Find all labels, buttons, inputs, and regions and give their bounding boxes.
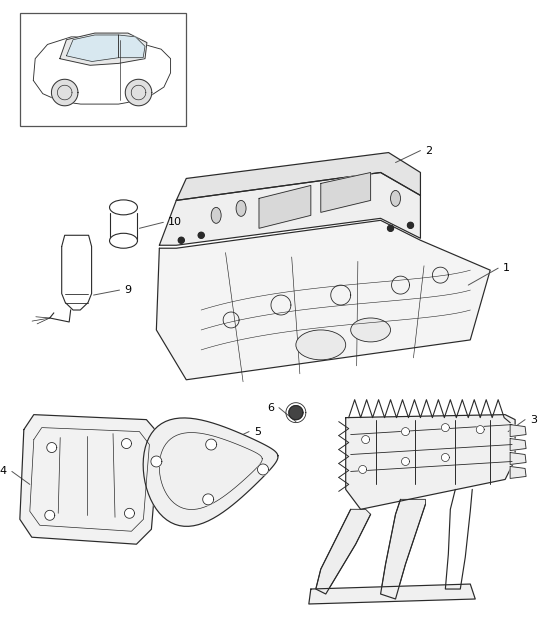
Polygon shape [359,465,367,474]
Text: 9: 9 [124,285,131,295]
Ellipse shape [296,330,346,360]
Polygon shape [125,79,152,106]
Polygon shape [408,222,414,229]
Bar [20,13,186,126]
Polygon shape [510,438,526,450]
Polygon shape [198,232,204,238]
Polygon shape [33,37,171,104]
Text: 1: 1 [503,263,510,273]
Polygon shape [176,153,420,200]
Polygon shape [402,428,409,436]
Ellipse shape [391,190,401,207]
Polygon shape [289,406,303,420]
Polygon shape [510,453,526,465]
Polygon shape [178,237,184,243]
Text: 5: 5 [254,426,261,436]
Polygon shape [118,35,145,58]
Polygon shape [321,173,371,212]
Ellipse shape [350,318,391,342]
Text: 10: 10 [168,217,183,227]
Polygon shape [258,464,269,475]
Polygon shape [156,220,490,380]
Ellipse shape [110,233,137,248]
Polygon shape [60,33,147,65]
Polygon shape [316,509,371,594]
Polygon shape [205,439,217,450]
Polygon shape [380,499,426,599]
Polygon shape [259,185,311,229]
Polygon shape [122,438,131,448]
Polygon shape [309,584,475,604]
Polygon shape [66,35,118,62]
Polygon shape [151,456,162,467]
Text: 6: 6 [267,403,274,413]
Polygon shape [143,418,278,526]
Ellipse shape [110,200,137,215]
Polygon shape [346,414,515,509]
Polygon shape [510,425,526,436]
Polygon shape [51,79,78,106]
Text: 4: 4 [0,467,7,477]
Polygon shape [124,508,135,518]
Polygon shape [47,443,57,453]
Polygon shape [20,414,159,544]
Polygon shape [402,457,409,465]
Polygon shape [387,225,393,231]
Polygon shape [476,426,484,433]
Polygon shape [45,511,55,520]
Text: 2: 2 [426,146,433,156]
Text: 3: 3 [530,414,537,425]
Ellipse shape [236,200,246,216]
Ellipse shape [211,207,221,224]
Polygon shape [159,173,420,246]
Bar [110,198,137,248]
Polygon shape [203,494,214,505]
Polygon shape [62,236,92,310]
Polygon shape [510,467,526,479]
Polygon shape [441,424,449,431]
Polygon shape [441,453,449,462]
Polygon shape [362,436,370,443]
